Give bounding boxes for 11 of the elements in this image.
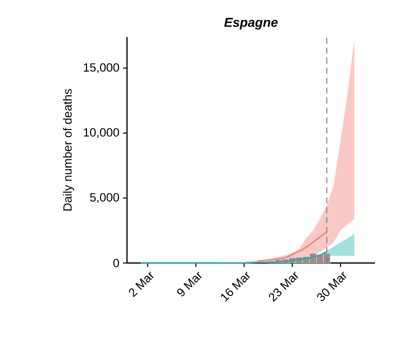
x-tick-label: 16 Mar [221, 272, 250, 302]
y-axis-title: Daily number of deaths [62, 88, 74, 210]
y-tick-label: 15,000 [84, 63, 120, 74]
x-tick-label: 23 Mar [268, 272, 298, 302]
x-tick-label: 2 Mar [128, 272, 154, 298]
y-tick-label: 0 [113, 258, 120, 268]
x-tick-label: 9 Mar [177, 272, 202, 296]
y-tick-label: 10,000 [84, 128, 120, 138]
chart-title: Espagne [224, 18, 278, 30]
x-tick-label: 30 Mar [317, 272, 346, 302]
y-tick-label: 5,000 [90, 193, 120, 203]
